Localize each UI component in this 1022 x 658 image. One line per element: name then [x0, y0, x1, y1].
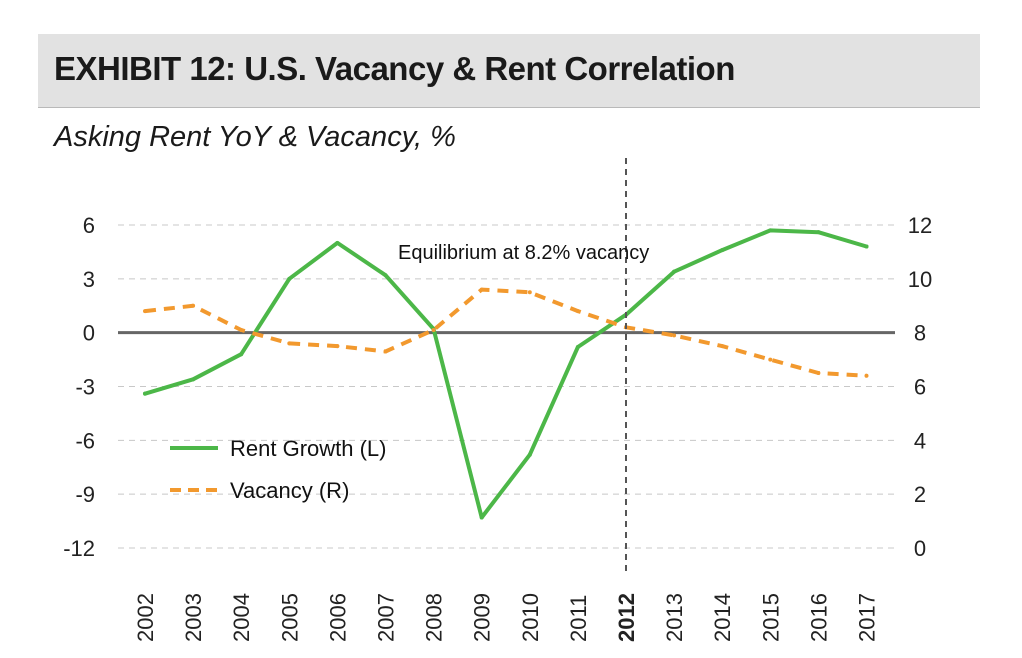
vacancy-point [383, 349, 388, 354]
vacancy-point [768, 357, 773, 362]
x-tick-label: 2006 [325, 593, 350, 642]
right-tick-label: 2 [914, 482, 926, 507]
chart-subtitle: Asking Rent YoY & Vacancy, % [54, 121, 456, 153]
vacancy-point [431, 327, 436, 332]
vacancy-line [144, 287, 867, 378]
title-bar: EXHIBIT 12: U.S. Vacancy & Rent Correlat… [38, 34, 980, 108]
vacancy-point [143, 309, 147, 314]
vacancy-point [575, 309, 580, 314]
vacancy-point [287, 341, 292, 346]
rent-point [527, 452, 532, 457]
rent-point [575, 345, 580, 350]
vacancy-point [720, 344, 725, 349]
right-axis-ticks: 12 10 8 6 4 2 0 [908, 213, 932, 561]
rent-point [672, 269, 677, 274]
x-tick-label: 2014 [710, 593, 735, 642]
x-tick-label: 2003 [181, 593, 206, 642]
legend-vacancy-label: Vacancy (R) [230, 478, 349, 503]
x-tick-label: 2011 [566, 595, 591, 642]
x-tick-label: 2017 [855, 593, 880, 642]
vacancy-point [479, 287, 484, 292]
rent-point [383, 273, 388, 278]
grid-lines [118, 224, 895, 549]
x-tick-label: 2007 [374, 593, 399, 642]
x-tick-label: 2012 [614, 593, 639, 642]
vacancy-point [239, 327, 244, 332]
x-axis-ticks: 2002 2003 2004 2005 2006 2007 2008 2009 2010 2011… [133, 593, 880, 642]
legend-rent-label: Rent Growth (L) [230, 436, 387, 461]
rent-point [479, 515, 484, 520]
x-tick-label: 2016 [806, 593, 831, 642]
x-tick-label: 2004 [229, 593, 254, 642]
x-tick-label: 2008 [422, 593, 447, 642]
vacancy-point [816, 371, 821, 376]
right-tick-label: 10 [908, 267, 932, 292]
left-tick-label: -12 [63, 536, 95, 561]
rent-point [768, 228, 773, 233]
rent-point [143, 391, 147, 396]
rent-point [287, 276, 292, 281]
right-tick-label: 0 [914, 536, 926, 561]
equilibrium-annotation: Equilibrium at 8.2% vacancy [398, 242, 649, 264]
rent-growth-line [143, 228, 869, 520]
right-tick-label: 6 [914, 375, 926, 400]
rent-point [816, 230, 821, 235]
rent-point [239, 352, 244, 357]
series-lines [143, 228, 869, 520]
rent-point [335, 240, 340, 245]
vacancy-point [672, 333, 677, 338]
rent-point [720, 248, 725, 253]
vacancy-point [864, 373, 869, 378]
left-tick-label: 6 [83, 213, 95, 238]
left-tick-label: 0 [83, 321, 95, 346]
right-tick-label: 12 [908, 213, 932, 238]
right-tick-label: 8 [914, 321, 926, 346]
legend: Rent Growth (L) Vacancy (R) [170, 436, 387, 503]
rent-point [191, 377, 196, 382]
annotations: Equilibrium at 8.2% vacancy [398, 158, 649, 572]
x-tick-label: 2010 [518, 593, 543, 642]
vacancy-point [191, 303, 196, 308]
left-tick-label: -3 [75, 375, 95, 400]
right-tick-label: 4 [914, 428, 926, 453]
vacancy-point [527, 290, 532, 295]
x-tick-label: 2015 [758, 593, 783, 642]
x-tick-label: 2002 [133, 593, 158, 642]
x-tick-label: 2005 [277, 593, 302, 642]
x-tick-label: 2013 [662, 593, 687, 642]
x-tick-label: 2009 [470, 593, 495, 642]
rent-point [864, 244, 869, 249]
vacancy-point [335, 344, 340, 349]
chart-title: EXHIBIT 12: U.S. Vacancy & Rent Correlat… [54, 50, 735, 87]
left-axis-ticks: 6 3 0 -3 -6 -9 -12 [63, 213, 95, 561]
left-tick-label: -6 [75, 428, 95, 453]
left-tick-label: -9 [75, 482, 95, 507]
left-tick-label: 3 [83, 267, 95, 292]
